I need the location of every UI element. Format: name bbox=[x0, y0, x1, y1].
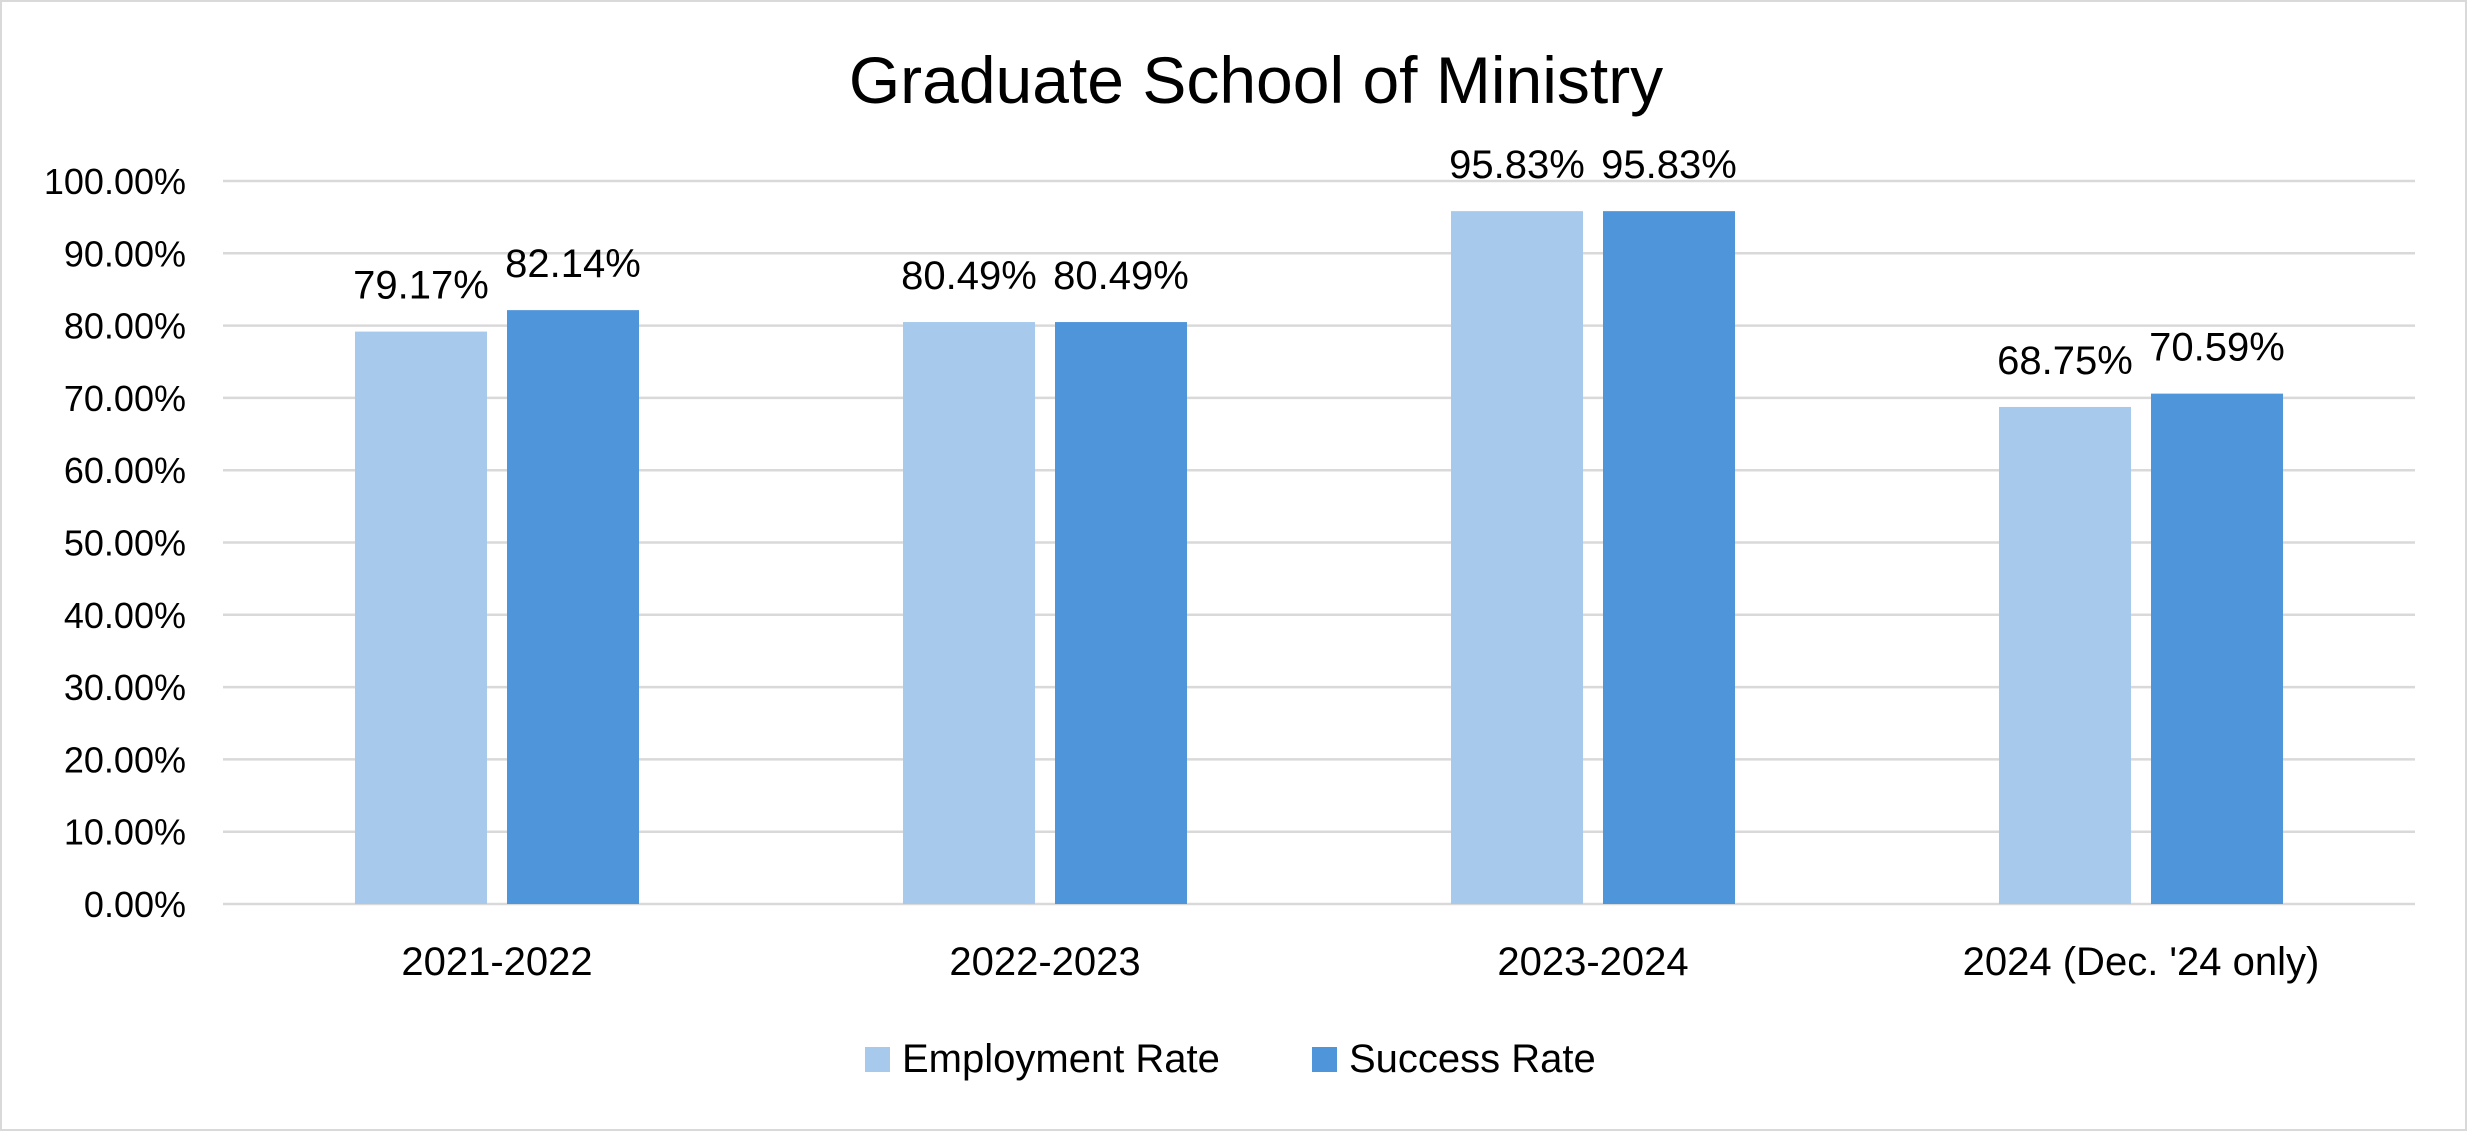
bar bbox=[1451, 211, 1583, 904]
y-tick-label: 40.00% bbox=[64, 595, 186, 636]
legend-label: Success Rate bbox=[1349, 1037, 1596, 1081]
y-tick-label: 80.00% bbox=[64, 306, 186, 347]
y-tick-label: 90.00% bbox=[64, 233, 186, 274]
data-label: 80.49% bbox=[901, 254, 1037, 298]
x-tick-label: 2022-2023 bbox=[949, 940, 1140, 984]
data-label: 79.17% bbox=[353, 264, 489, 308]
data-label: 70.59% bbox=[2149, 326, 2285, 370]
x-tick-label: 2023-2024 bbox=[1497, 940, 1688, 984]
data-label: 68.75% bbox=[1997, 339, 2133, 383]
x-tick-label: 2024 (Dec. '24 only) bbox=[1963, 940, 2320, 984]
y-tick-label: 50.00% bbox=[64, 523, 186, 564]
y-tick-label: 30.00% bbox=[64, 667, 186, 708]
bar bbox=[355, 331, 487, 904]
data-labels: 79.17% 82.14% 80.49% 80.49% 95.83% 95.83% 68.7… bbox=[353, 143, 2285, 383]
bar bbox=[1999, 406, 2131, 904]
bar bbox=[2151, 393, 2283, 904]
y-axis-tick-labels: 0.00% 10.00% 20.00% 30.00% 40.00% 50.00% 60.00… bbox=[44, 161, 186, 925]
data-label: 95.83% bbox=[1449, 143, 1585, 187]
legend-swatch bbox=[1312, 1047, 1337, 1072]
y-tick-label: 60.00% bbox=[64, 450, 186, 491]
y-tick-label: 0.00% bbox=[84, 884, 186, 925]
legend: Employment Rate Success Rate bbox=[865, 1037, 1596, 1081]
data-label: 80.49% bbox=[1053, 254, 1189, 298]
bar bbox=[1055, 322, 1187, 904]
y-tick-label: 100.00% bbox=[44, 161, 186, 202]
legend-swatch bbox=[865, 1047, 890, 1072]
bar bbox=[1603, 211, 1735, 904]
bar bbox=[507, 310, 639, 904]
data-label: 82.14% bbox=[505, 242, 641, 286]
legend-label: Employment Rate bbox=[902, 1037, 1220, 1081]
y-tick-label: 20.00% bbox=[64, 739, 186, 780]
x-tick-label: 2021-2022 bbox=[401, 940, 592, 984]
chart-title: Graduate School of Ministry bbox=[849, 43, 1663, 117]
bar bbox=[903, 322, 1035, 904]
y-tick-label: 70.00% bbox=[64, 378, 186, 419]
data-label: 95.83% bbox=[1601, 143, 1737, 187]
bars bbox=[355, 211, 2283, 904]
x-axis-category-labels: 2021-2022 2022-2023 2023-2024 2024 (Dec. '2… bbox=[401, 940, 2319, 984]
y-tick-label: 10.00% bbox=[64, 812, 186, 853]
